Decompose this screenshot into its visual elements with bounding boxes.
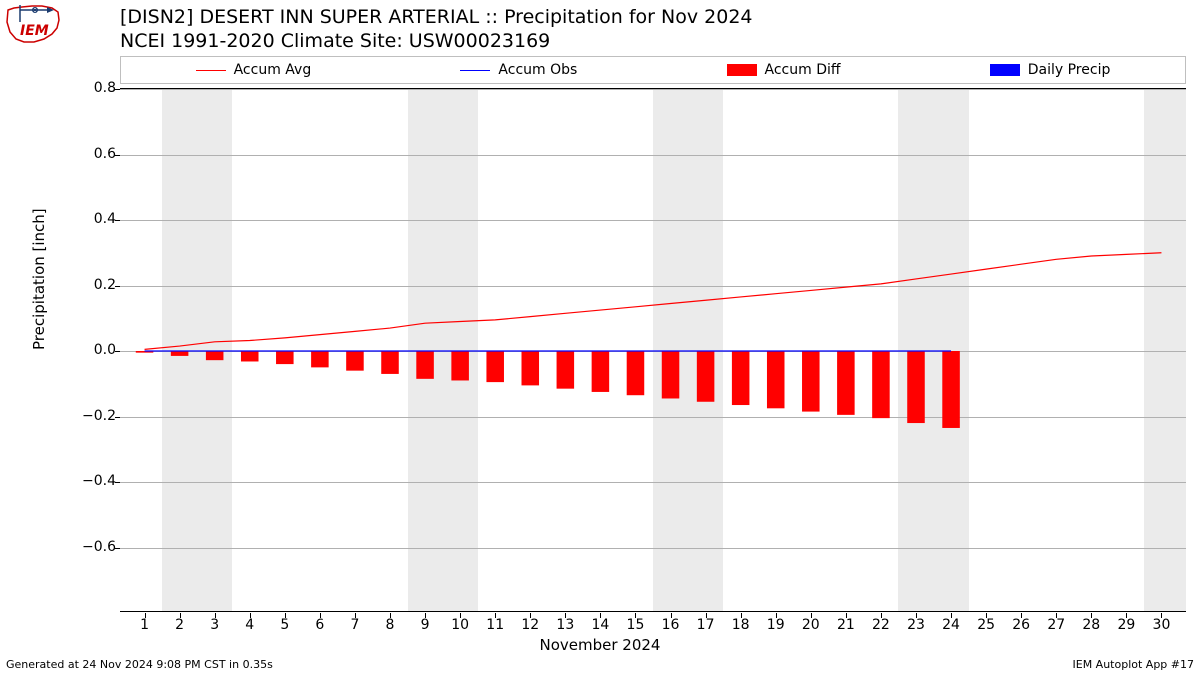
accum-diff-bar (451, 351, 469, 380)
xtick-label: 12 (521, 617, 539, 633)
xtick-label: 6 (315, 617, 324, 633)
footer-app: IEM Autoplot App #17 (1073, 658, 1195, 671)
accum-diff-bar (662, 351, 680, 398)
ytick-label: 0.6 (66, 146, 116, 162)
xtick-label: 21 (837, 617, 855, 633)
legend-item: Daily Precip (990, 62, 1111, 78)
iem-logo: IEM (2, 2, 62, 47)
legend-item: Accum Obs (460, 62, 577, 78)
accum-diff-bar (311, 351, 329, 367)
legend-label: Accum Diff (765, 62, 841, 78)
xtick-label: 2 (175, 617, 184, 633)
xtick-label: 8 (386, 617, 395, 633)
xtick-label: 14 (591, 617, 609, 633)
accum-diff-bar (381, 351, 399, 374)
accum-diff-bar (592, 351, 610, 392)
xtick-label: 20 (802, 617, 820, 633)
accum-diff-bar (171, 351, 189, 356)
xtick-label: 9 (421, 617, 430, 633)
xtick-label: 25 (977, 617, 995, 633)
xtick-label: 18 (732, 617, 750, 633)
title-line-2: NCEI 1991-2020 Climate Site: USW00023169 (120, 30, 753, 54)
xtick-label: 22 (872, 617, 890, 633)
ytick-label: 0.8 (66, 80, 116, 96)
xtick-label: 11 (486, 617, 504, 633)
legend-item: Accum Avg (196, 62, 312, 78)
xtick-label: 19 (767, 617, 785, 633)
legend-label: Accum Avg (234, 62, 312, 78)
xtick-label: 1 (140, 617, 149, 633)
svg-text:IEM: IEM (20, 23, 49, 39)
title-line-1: [DISN2] DESERT INN SUPER ARTERIAL :: Pre… (120, 6, 753, 30)
legend-swatch (196, 70, 226, 71)
accum-diff-bar (627, 351, 645, 395)
xtick-label: 4 (245, 617, 254, 633)
legend: Accum Avg Accum Obs Accum Diff Daily Precip (120, 56, 1186, 84)
accum-diff-bar (557, 351, 575, 389)
accum-diff-bar (872, 351, 890, 418)
accum-diff-bar (907, 351, 925, 423)
xtick-label: 23 (907, 617, 925, 633)
x-axis-label: November 2024 (0, 636, 1200, 654)
accum-diff-bar (732, 351, 750, 405)
xtick-label: 26 (1012, 617, 1030, 633)
legend-label: Accum Obs (498, 62, 577, 78)
ytick-label: 0.0 (66, 342, 116, 358)
footer-generated: Generated at 24 Nov 2024 9:08 PM CST in … (6, 658, 273, 671)
xtick-label: 30 (1153, 617, 1171, 633)
accum-diff-bar (942, 351, 960, 428)
xtick-label: 15 (627, 617, 645, 633)
xtick-label: 29 (1117, 617, 1135, 633)
accum-diff-bar (802, 351, 820, 412)
accum-diff-bar (837, 351, 855, 415)
ytick-label: 0.2 (66, 277, 116, 293)
legend-label: Daily Precip (1028, 62, 1111, 78)
xtick-label: 16 (662, 617, 680, 633)
legend-swatch (727, 64, 757, 76)
y-axis-label: Precipitation [inch] (30, 208, 48, 350)
xtick-label: 17 (697, 617, 715, 633)
legend-swatch (990, 64, 1020, 76)
chart-title: [DISN2] DESERT INN SUPER ARTERIAL :: Pre… (120, 6, 753, 54)
xtick-label: 7 (350, 617, 359, 633)
accum-diff-bar (276, 351, 294, 364)
ytick-label: −0.4 (66, 473, 116, 489)
xtick-label: 5 (280, 617, 289, 633)
xtick-label: 10 (451, 617, 469, 633)
plot-area: 1234567891011121314151617181920212223242… (120, 88, 1186, 612)
accum-diff-bar (206, 351, 224, 360)
xtick-label: 13 (556, 617, 574, 633)
accum-diff-bar (346, 351, 364, 371)
accum-diff-bar (767, 351, 785, 408)
ytick-label: −0.2 (66, 408, 116, 424)
accum-diff-bar (522, 351, 540, 385)
accum-diff-bar (241, 351, 259, 361)
accum-diff-bar (486, 351, 504, 382)
ytick-label: 0.4 (66, 211, 116, 227)
accum-avg-line (145, 253, 1162, 350)
ytick-label: −0.6 (66, 539, 116, 555)
accum-diff-bar (416, 351, 434, 379)
xtick-label: 28 (1082, 617, 1100, 633)
legend-item: Accum Diff (727, 62, 841, 78)
xtick-label: 27 (1047, 617, 1065, 633)
legend-swatch (460, 70, 490, 71)
accum-diff-bar (697, 351, 715, 402)
xtick-label: 24 (942, 617, 960, 633)
xtick-label: 3 (210, 617, 219, 633)
